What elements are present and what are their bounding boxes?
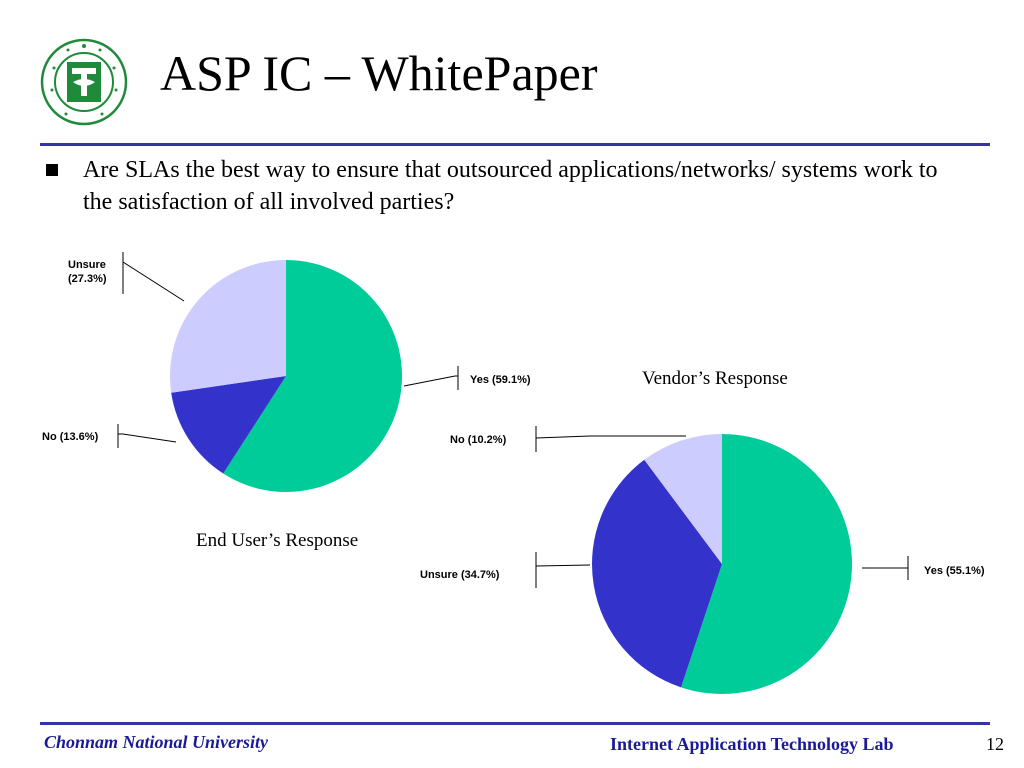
- pie-0-label-0: Yes (59.1%): [470, 374, 531, 386]
- pie-1-slice-0: [681, 434, 853, 694]
- pie-1-leader-1: [535, 564, 591, 567]
- pie-0-leader-2: [122, 261, 185, 302]
- chonnam-university-seal-icon: [40, 38, 128, 126]
- pie-0-slice-1: [171, 376, 286, 474]
- chart-title-end-user: End User’s Response: [196, 530, 359, 551]
- bullet-text: Are SLAs the best way to ensure that out…: [83, 157, 938, 215]
- pie-1-slice-1: [592, 459, 722, 688]
- pie-0-leader-1: [118, 433, 177, 443]
- footer-university: Chonnam National University: [44, 732, 269, 752]
- pie-0-slice-0: [223, 260, 402, 493]
- footer-lab: Internet Application Technology Lab: [610, 734, 894, 754]
- pie-0-leader-0: [403, 375, 458, 387]
- title-divider: [40, 143, 990, 146]
- pie-1-leader-2: [535, 435, 686, 439]
- pie-1-slice-2: [644, 434, 722, 564]
- bullet-square-icon: [46, 164, 58, 176]
- page-number: 12: [986, 734, 1004, 754]
- pie-0-slice-2: [170, 260, 286, 393]
- pie-0-label-2: Unsure (27.3%): [68, 259, 107, 285]
- pie-1-label-2: No (10.2%): [450, 434, 507, 446]
- pie-0-label-1: No (13.6%): [42, 431, 99, 443]
- chart-title-vendor: Vendor’s Response: [642, 368, 788, 389]
- pie-1-label-1: Unsure (34.7%): [420, 569, 500, 581]
- footer-divider: [40, 722, 990, 725]
- pie-1-label-0: Yes (55.1%): [924, 565, 985, 577]
- slide-title: ASP IC – WhitePaper: [160, 45, 598, 101]
